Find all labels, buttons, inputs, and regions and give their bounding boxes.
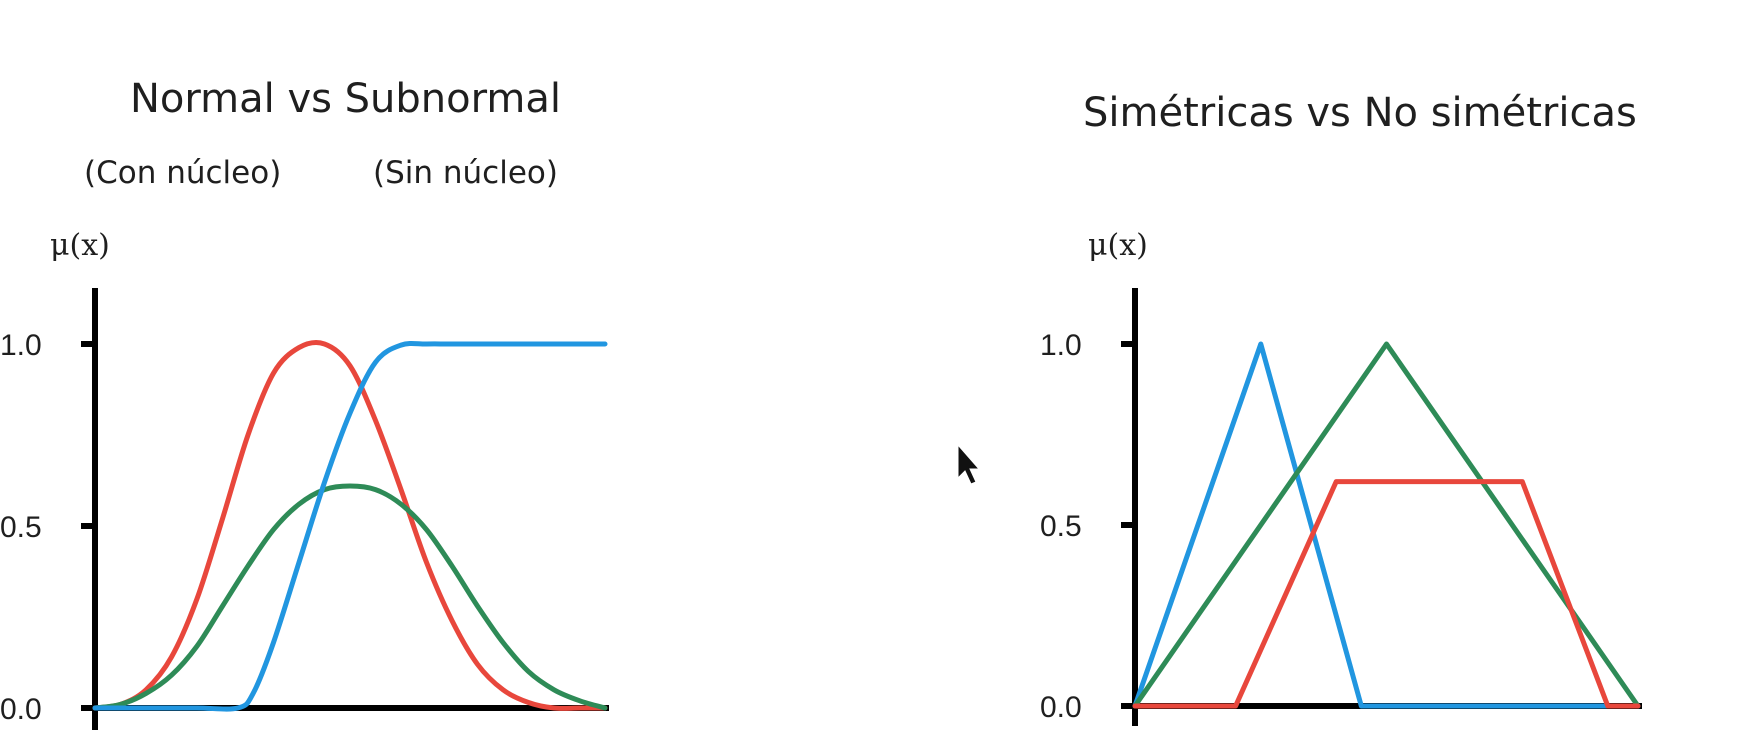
series-line-left-2 <box>92 340 608 712</box>
y-axis-label-right: μ(x) <box>1088 228 1148 263</box>
series-line-right-2 <box>1132 479 1641 709</box>
y-tick-label-right: 0.0 <box>1040 691 1082 724</box>
chart-title-right: Simétricas vs No simétricas <box>1083 90 1637 136</box>
chart-left: 0.0 0.5 1.0 <box>0 288 609 730</box>
y-tick-label-left: 1.0 <box>0 329 42 362</box>
mouse-cursor-icon <box>957 443 981 485</box>
series-line-right-1 <box>1132 341 1641 709</box>
series-line-left-0 <box>92 340 608 711</box>
series-line-right-0 <box>1132 341 1641 709</box>
y-tick-label-right: 1.0 <box>1040 329 1082 362</box>
annotation-con-nucleo: (Con núcleo) <box>84 155 281 191</box>
annotation-sin-nucleo: (Sin núcleo) <box>373 155 558 191</box>
y-axis-label-left: μ(x) <box>50 228 110 263</box>
chart-right: 0.0 0.5 1.0 <box>1040 288 1642 726</box>
y-tick-label-left: 0.5 <box>0 511 42 544</box>
chart-title-left: Normal vs Subnormal <box>130 76 561 122</box>
y-tick-label-left: 0.0 <box>0 693 42 726</box>
series-line-left-1 <box>92 483 608 711</box>
y-tick-label-right: 0.5 <box>1040 510 1082 543</box>
